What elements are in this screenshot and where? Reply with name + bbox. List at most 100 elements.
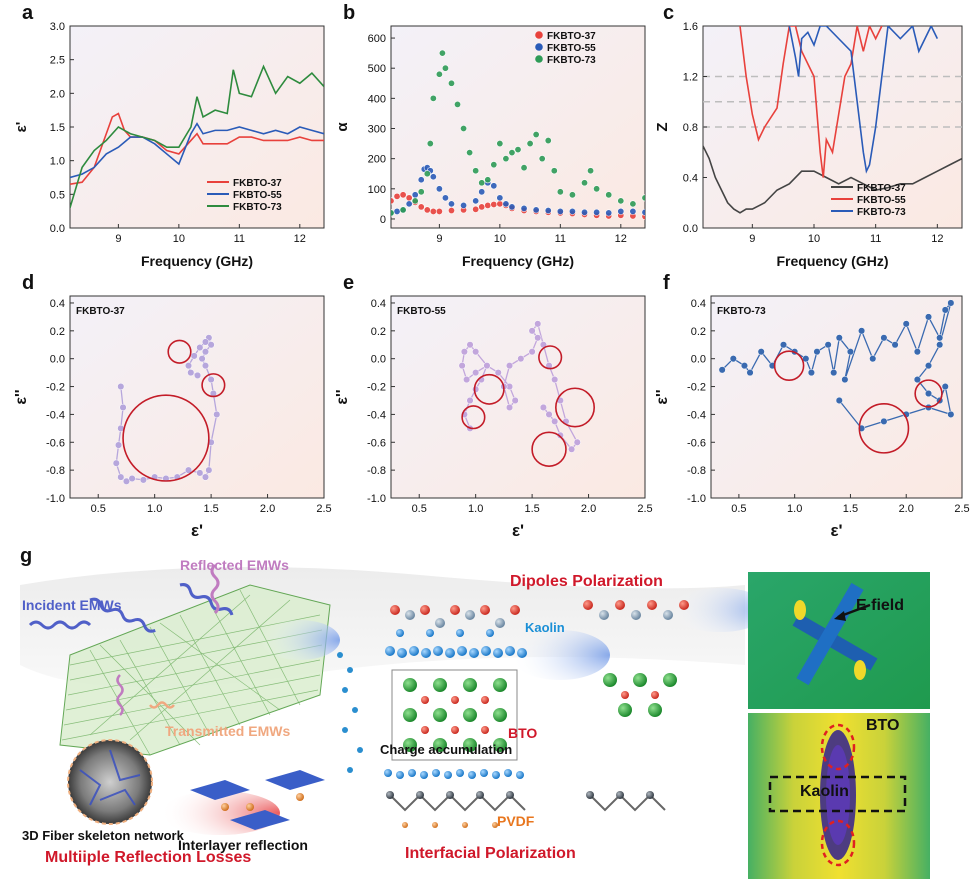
data-point-fkbto-73	[581, 179, 589, 187]
cole-cole-point	[947, 410, 955, 418]
data-point-fkbto-55	[411, 191, 419, 199]
data-point-fkbto-55	[496, 194, 504, 202]
cole-cole-point	[545, 410, 553, 418]
data-point-fkbto-55	[544, 207, 552, 215]
y-tick-label: -0.4	[687, 409, 706, 421]
cole-cole-point	[201, 473, 210, 481]
cole-cole-point	[505, 403, 514, 411]
data-point-fkbto-73	[593, 185, 601, 193]
panel-letter-e: e	[343, 272, 355, 294]
cole-cole-point	[880, 417, 888, 425]
plot-series-group	[391, 49, 645, 221]
data-point-fkbto-37	[496, 200, 504, 208]
plot-series-group	[718, 299, 955, 454]
cole-cole-point	[187, 369, 195, 377]
y-tick-label: 0.4	[50, 298, 65, 310]
panel-letter-c: c	[663, 2, 675, 24]
plot-area	[702, 25, 963, 229]
data-point-fkbto-73	[490, 161, 498, 169]
chart-c-impedance: 9 10 11 12 0.0 0.4 0.8 1.2 1.6 Frequency (GHz) Z FK…	[654, 21, 963, 269]
x-tick-label: 10	[173, 233, 185, 245]
data-point-fkbto-37	[472, 205, 480, 213]
data-point-fkbto-55	[520, 204, 528, 212]
cole-cole-point	[528, 327, 536, 335]
plot-area	[710, 295, 963, 499]
x-tick-label: 12	[931, 233, 943, 245]
x-tick-label: 2.5	[637, 503, 652, 515]
cole-cole-point	[463, 376, 471, 384]
x-tick-label: 0.5	[731, 503, 746, 515]
y-axis-label: ε'	[13, 122, 30, 133]
y-tick-label: 0.2	[50, 326, 65, 338]
cole-cole-point	[947, 299, 955, 307]
data-point-fkbto-73	[526, 140, 534, 148]
y-tick-label: -0.2	[367, 382, 386, 394]
y-tick-label: 1.5	[50, 122, 65, 134]
data-point-fkbto-55	[490, 182, 498, 190]
cole-cole-point	[924, 313, 933, 321]
chart-f-cole-cole: 0.5 1.0 1.5 2.0 2.5 -1.0 -0.8 -0.6 -0.4 -0.2 0.0 0.…	[654, 295, 970, 540]
x-axis-label: ε'	[191, 521, 203, 540]
y-tick-label: 0.0	[371, 354, 386, 366]
data-point-fkbto-37	[478, 203, 486, 211]
data-point-fkbto-55	[405, 200, 413, 208]
sample-label: FKBTO-37	[76, 306, 125, 317]
cole-cole-point	[718, 366, 726, 374]
cole-cole-point	[117, 473, 125, 481]
data-point-fkbto-55	[641, 208, 645, 216]
data-point-fkbto-55	[568, 207, 576, 215]
cole-cole-point	[117, 383, 125, 391]
data-point-fkbto-37	[490, 200, 498, 208]
data-point-fkbto-73	[568, 191, 576, 199]
label-incident-emws: Incident EMWs	[22, 597, 122, 613]
data-point-fkbto-55	[435, 185, 443, 193]
legend-label: FKBTO-73	[857, 207, 906, 218]
x-tick-label: 11	[555, 233, 566, 245]
fiber-mesh	[59, 584, 331, 756]
cole-cole-point	[119, 403, 127, 411]
data-point-fkbto-73	[514, 146, 522, 154]
y-tick-label: -0.2	[46, 382, 65, 394]
plot-area	[390, 25, 646, 229]
x-tick-label: 1.0	[468, 503, 483, 515]
data-point-fkbto-73	[411, 197, 419, 205]
y-tick-label: 0.8	[683, 122, 698, 134]
data-point-fkbto-73	[587, 167, 595, 175]
data-point-fkbto-55	[581, 208, 589, 216]
cole-cole-point	[924, 389, 933, 398]
cole-cole-point	[505, 362, 514, 370]
cole-cole-point	[830, 369, 838, 377]
y-tick-label: 0.4	[691, 298, 706, 310]
cole-cole-point	[746, 369, 754, 377]
cole-cole-point	[483, 362, 491, 370]
semicircle-marker	[531, 431, 567, 467]
y-tick-label: -0.4	[46, 409, 65, 421]
semicircle-marker	[461, 405, 486, 430]
y-tick-label: -0.6	[687, 437, 706, 449]
cole-cole-point	[460, 348, 468, 356]
cole-cole-point	[213, 410, 221, 418]
legend-label: FKBTO-37	[857, 183, 906, 194]
cole-cole-point	[139, 476, 147, 484]
data-point-fkbto-73	[438, 49, 446, 57]
label-e-field: E field	[856, 597, 905, 614]
chart-a-permittivity-real: 9 10 11 12 0.0 0.5 1.0 1.5 2.0 2.5 3.0 Frequency (G…	[13, 21, 325, 269]
y-tick-label: 0.0	[691, 354, 706, 366]
y-tick-label: 0.0	[683, 223, 698, 235]
cole-cole-point	[207, 341, 215, 349]
x-tick-label: 0.5	[412, 503, 427, 515]
cole-cole-point	[729, 355, 737, 363]
cole-cole-point	[472, 369, 480, 377]
cole-cole-point	[913, 348, 921, 356]
cole-cole-point	[128, 474, 136, 483]
y-axis-label: ε''	[334, 389, 351, 404]
incident-waves	[28, 583, 234, 633]
cole-cole-point	[184, 466, 193, 474]
x-axis-label: Frequency (GHz)	[462, 253, 574, 269]
y-tick-label: -0.2	[687, 382, 706, 394]
y-tick-label: 0.2	[691, 326, 706, 338]
y-tick-label: 1.0	[50, 156, 65, 168]
panel-letter-g: g	[20, 545, 33, 567]
interlayer-plates	[190, 770, 325, 830]
y-tick-label: -1.0	[367, 493, 386, 505]
